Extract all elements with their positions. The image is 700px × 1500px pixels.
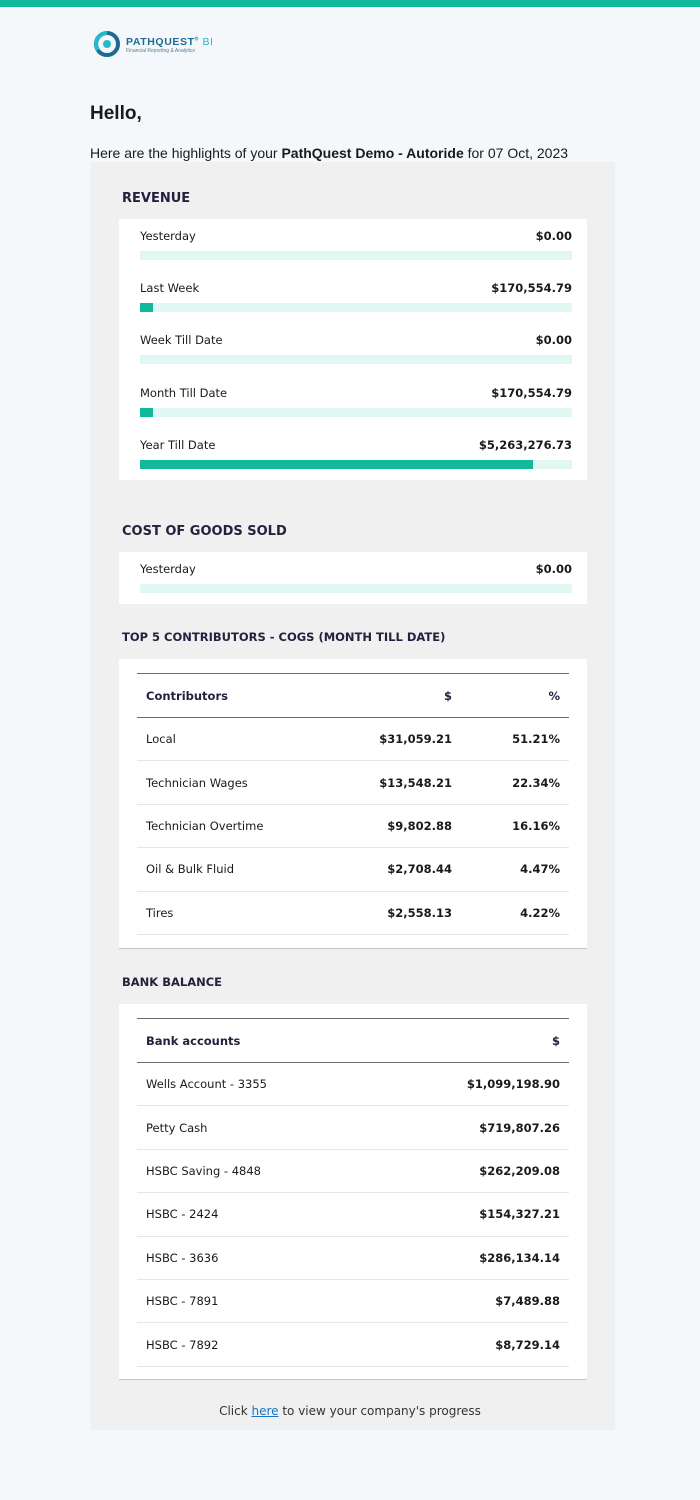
footer-text: Click here to view your company's progre…	[219, 1404, 481, 1418]
table-row: Local $31,059.21 51.21%	[137, 717, 569, 762]
revenue-title: REVENUE	[122, 191, 191, 206]
column-header: $	[337, 673, 461, 718]
column-header: Bank accounts	[137, 1018, 378, 1063]
column-header: $	[377, 1018, 569, 1063]
top-accent-bar	[0, 0, 700, 7]
table-header-row: Bank accounts $	[137, 1018, 569, 1063]
intro-text: Here are the highlights of your PathQues…	[90, 145, 569, 161]
progress-fill	[140, 460, 534, 469]
greeting: Hello,	[90, 103, 142, 124]
progress-track	[140, 584, 572, 593]
bank-table: Bank accounts $ Wells Account - 3355 $1,…	[137, 1018, 569, 1367]
revenue-row: Year Till Date $5,263,276.73	[140, 438, 572, 490]
revenue-card: Yesterday $0.00 Last Week $170,554.79 We…	[119, 219, 587, 480]
view-progress-link[interactable]: here	[251, 1404, 279, 1418]
table-row: HSBC - 7891 $7,489.88	[137, 1279, 569, 1324]
column-header: %	[461, 673, 569, 718]
table-row: Tires $2,558.13 4.22%	[137, 891, 569, 935]
progress-track	[140, 303, 572, 312]
table-row: Wells Account - 3355 $1,099,198.90	[137, 1062, 569, 1107]
table-row: Oil & Bulk Fluid $2,708.44 4.47%	[137, 847, 569, 892]
revenue-row: Month Till Date $170,554.79	[140, 386, 572, 438]
logo-wordmark: PATHQUEST® BI	[126, 36, 214, 48]
progress-fill	[140, 303, 153, 312]
column-header: Contributors	[137, 673, 337, 718]
contributors-table: Contributors $ % Local $31,059.21 51.21%…	[137, 673, 569, 935]
table-row: HSBC - 3636 $286,134.14	[137, 1236, 569, 1280]
contributors-card: Contributors $ % Local $31,059.21 51.21%…	[119, 659, 587, 948]
progress-track	[140, 460, 572, 469]
bank-card: Bank accounts $ Wells Account - 3355 $1,…	[119, 1004, 587, 1379]
table-row: HSBC Saving - 4848 $262,209.08	[137, 1149, 569, 1194]
table-row: HSBC - 2424 $154,327.21	[137, 1192, 569, 1237]
cogs-row: Yesterday $0.00	[140, 562, 572, 614]
progress-track	[140, 355, 572, 364]
table-row: Technician Overtime $9,802.88 16.16%	[137, 804, 569, 849]
progress-fill	[140, 408, 153, 417]
contributors-title: TOP 5 CONTRIBUTORS - COGS (MONTH TILL DA…	[122, 630, 446, 644]
revenue-row: Yesterday $0.00	[140, 229, 572, 281]
logo-mark-icon	[94, 31, 120, 57]
progress-track	[140, 408, 572, 417]
table-row: HSBC - 7892 $8,729.14	[137, 1322, 569, 1367]
cogs-title: COST OF GOODS SOLD	[122, 524, 287, 539]
bank-title: BANK BALANCE	[122, 975, 223, 989]
revenue-row: Last Week $170,554.79	[140, 281, 572, 333]
pathquest-logo: PATHQUEST® BI Financial Reporting & Anal…	[93, 30, 233, 60]
table-row: Petty Cash $719,807.26	[137, 1105, 569, 1150]
table-header-row: Contributors $ %	[137, 673, 569, 718]
revenue-row: Week Till Date $0.00	[140, 333, 572, 385]
progress-track	[140, 251, 572, 260]
table-row: Technician Wages $13,548.21 22.34%	[137, 760, 569, 805]
cogs-card: Yesterday $0.00	[119, 552, 587, 604]
logo-tagline: Financial Reporting & Analytics	[126, 48, 195, 54]
